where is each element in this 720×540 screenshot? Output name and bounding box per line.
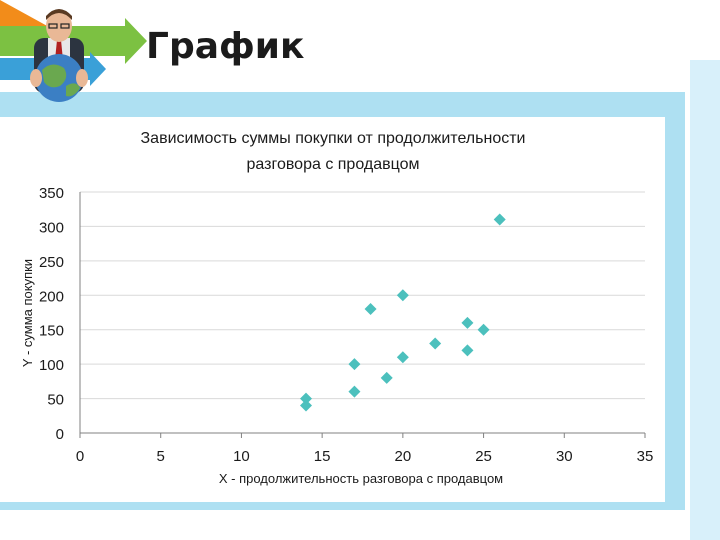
axes [79,192,646,438]
y-tick-label: 50 [47,392,64,409]
x-axis-label: X - продолжительность разговора с продав… [219,471,503,486]
scatter-chart: Зависимость суммы покупки от продолжител… [20,130,653,486]
data-points [300,213,506,412]
data-point [396,351,409,364]
gridlines [80,191,645,400]
data-point [300,399,312,412]
y-tick-label: 300 [39,219,64,236]
x-tick-label: 0 [76,448,84,465]
data-point [477,323,490,336]
chart-title-line1: Зависимость суммы покупки от продолжител… [141,130,526,147]
x-tick-label: 10 [233,448,250,465]
y-tick-label: 350 [39,185,64,202]
x-tick-label: 25 [475,448,492,465]
tick-labels: 0 50 100 150 200 250 300 350 0 5 10 15 20 25 30 35 [39,185,653,465]
x-tick-label: 15 [314,448,331,465]
chart-title-line2: разговора с продавцом [247,156,420,173]
data-point [461,316,474,329]
data-point [429,337,442,350]
businessman-globe-illustration [30,9,88,102]
chart-area: Зависимость суммы покупки от продолжител… [0,117,665,502]
y-tick-label: 200 [39,288,64,305]
x-tick-label: 20 [395,448,412,465]
background-panel-light [690,60,720,540]
y-tick-label: 250 [39,254,64,271]
y-tick-label: 0 [56,426,64,443]
y-axis-label: Y - сумма покупки [20,259,35,367]
y-tick-label: 150 [39,323,64,340]
data-point [493,213,506,226]
data-point [396,289,409,302]
y-tick-label: 100 [39,357,64,374]
data-point [461,344,474,357]
data-point [348,385,361,398]
data-point [380,371,393,384]
data-point [364,303,377,316]
x-tick-label: 30 [556,448,573,465]
page-title: График [146,26,305,67]
data-point [348,358,361,371]
x-tick-label: 35 [637,448,654,465]
x-tick-label: 5 [157,448,165,465]
data-point [300,392,312,405]
